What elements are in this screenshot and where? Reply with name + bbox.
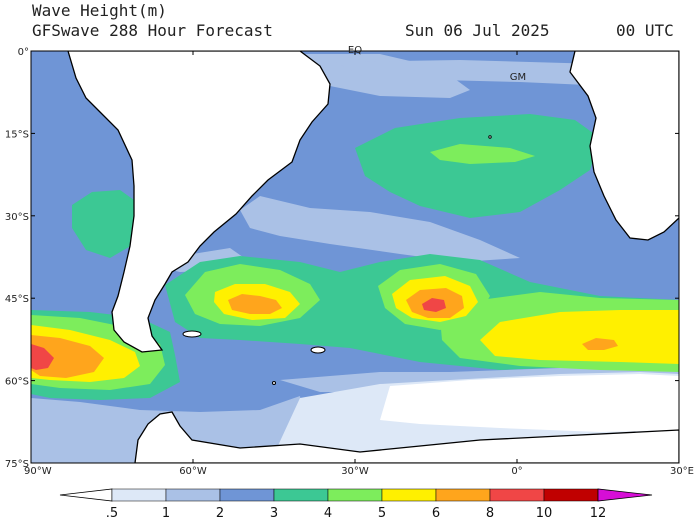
colorbar-label: 2 xyxy=(216,506,224,521)
colorbar-label: 4 xyxy=(324,506,332,521)
islands xyxy=(182,135,492,385)
lat-label: 0° xyxy=(18,47,29,58)
colorbar-label: 3 xyxy=(270,506,278,521)
latitude-axis: 0° 15°S 30°S 45°S 60°S 75°S xyxy=(5,47,679,470)
colorbar-swatch xyxy=(327,488,383,502)
forecast-subtitle: GFSwave 288 Hour Forecast xyxy=(32,21,273,40)
lon-label: 30°E xyxy=(670,466,694,477)
south-america-landmass xyxy=(67,51,331,353)
lon-label: 90°W xyxy=(24,466,52,477)
colorbar-swatch xyxy=(219,488,275,502)
colorbar-swatch xyxy=(435,488,491,502)
wave-height-colorbar: .5 1 2 3 4 5 6 8 10 12 xyxy=(59,488,653,521)
colorbar-swatch xyxy=(273,488,329,502)
colorbar-label: 8 xyxy=(486,506,494,521)
lat-label: 60°S xyxy=(5,377,29,388)
colorbar-arrow-low xyxy=(59,488,113,502)
forecast-date: Sun 06 Jul 2025 xyxy=(405,21,550,40)
lon-label: 60°W xyxy=(179,466,207,477)
longitude-axis: 90°W 60°W 30°W 0° 30°E xyxy=(24,51,694,477)
colorbar-label: 12 xyxy=(590,506,607,521)
colorbar-label: 1 xyxy=(162,506,170,521)
colorbar-label: .5 xyxy=(106,506,118,521)
colorbar-label: 5 xyxy=(378,506,386,521)
lat-label: 75°S xyxy=(5,459,29,470)
forecast-time: 00 UTC xyxy=(616,21,674,40)
lon-label: 0° xyxy=(511,466,522,477)
africa-landmass xyxy=(569,51,679,241)
wave-band-8-10m xyxy=(31,298,446,370)
equator-marker: EQ xyxy=(348,45,362,56)
lat-label: 45°S xyxy=(5,294,29,305)
colorbar-swatch xyxy=(165,488,221,502)
wave-band-below-05m xyxy=(380,374,679,432)
lon-label: 30°W xyxy=(341,466,369,477)
colorbar-label: 10 xyxy=(536,506,553,521)
map-title: Wave Height(m) xyxy=(32,1,167,20)
colorbar-swatch xyxy=(489,488,545,502)
lat-label: 30°S xyxy=(5,212,29,223)
lat-label: 15°S xyxy=(5,129,29,140)
colorbar-swatch xyxy=(381,488,437,502)
greenwich-marker: GM xyxy=(510,72,526,83)
map-plot-area xyxy=(31,51,679,463)
colorbar-label: 6 xyxy=(432,506,440,521)
colorbar-arrow-high xyxy=(597,488,653,502)
antarctica-landmass xyxy=(134,411,679,463)
colorbar-swatch xyxy=(111,488,167,502)
colorbar-swatch xyxy=(543,488,599,502)
